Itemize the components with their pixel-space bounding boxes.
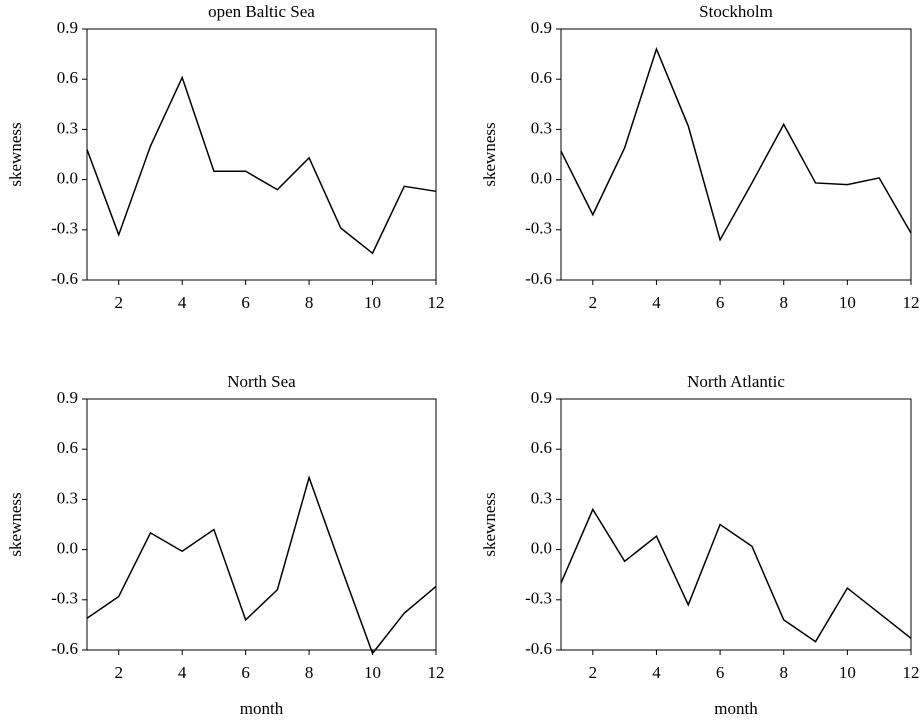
x-tick-label: 2 bbox=[589, 663, 598, 682]
data-line bbox=[86, 475, 437, 655]
x-axis-label: month bbox=[240, 699, 284, 718]
data-line bbox=[560, 46, 912, 242]
y-tick-label: -0.6 bbox=[525, 639, 552, 658]
x-tick-label: 4 bbox=[652, 293, 661, 312]
y-axis-label: skewness bbox=[6, 122, 25, 186]
x-tick-label: 10 bbox=[364, 663, 381, 682]
x-tick-label: 12 bbox=[428, 293, 445, 312]
chart-title: open Baltic Sea bbox=[208, 2, 315, 21]
y-tick-label: 0.9 bbox=[531, 18, 552, 37]
x-tick-label: 6 bbox=[716, 663, 725, 682]
plot-frame bbox=[86, 28, 437, 281]
y-axis-label: skewness bbox=[480, 122, 499, 186]
y-tick-label: 0.0 bbox=[531, 539, 552, 558]
data-line bbox=[560, 507, 912, 643]
y-tick-label: -0.3 bbox=[525, 219, 552, 238]
x-tick-label: 4 bbox=[652, 663, 661, 682]
plot-frame bbox=[560, 398, 912, 651]
chart-title: North Atlantic bbox=[687, 372, 785, 391]
x-axis-label: month bbox=[714, 699, 758, 718]
y-tick-label: 0.9 bbox=[57, 18, 78, 37]
y-tick-label: -0.3 bbox=[525, 589, 552, 608]
y-tick-label: 0.6 bbox=[57, 68, 78, 87]
y-tick-label: 0.9 bbox=[57, 388, 78, 407]
y-tick-label: 0.6 bbox=[531, 438, 552, 457]
y-tick-label: -0.3 bbox=[51, 219, 78, 238]
x-tick-label: 2 bbox=[589, 293, 598, 312]
x-tick-label: 8 bbox=[305, 663, 314, 682]
y-tick-label: -0.6 bbox=[525, 269, 552, 288]
x-tick-label: 6 bbox=[716, 293, 725, 312]
y-tick-label: 0.3 bbox=[57, 118, 78, 137]
x-tick-label: 8 bbox=[779, 293, 788, 312]
y-tick-label: 0.3 bbox=[531, 488, 552, 507]
x-tick-label: 6 bbox=[241, 663, 250, 682]
x-tick-label: 12 bbox=[428, 663, 445, 682]
y-tick-label: 0.6 bbox=[531, 68, 552, 87]
data-line bbox=[86, 75, 437, 255]
y-tick-label: -0.6 bbox=[51, 639, 78, 658]
x-tick-label: 12 bbox=[903, 663, 920, 682]
x-tick-label: 6 bbox=[241, 293, 250, 312]
x-tick-label: 10 bbox=[839, 293, 856, 312]
x-tick-label: 10 bbox=[839, 663, 856, 682]
y-axis-label: skewness bbox=[480, 492, 499, 556]
y-tick-label: 0.6 bbox=[57, 438, 78, 457]
x-tick-label: 8 bbox=[779, 663, 788, 682]
plot-frame bbox=[560, 28, 912, 281]
plot-frame bbox=[86, 398, 437, 651]
chart-title: Stockholm bbox=[699, 2, 773, 21]
y-tick-label: 0.3 bbox=[531, 118, 552, 137]
y-tick-label: 0.0 bbox=[531, 169, 552, 188]
x-tick-label: 8 bbox=[305, 293, 314, 312]
x-tick-label: 2 bbox=[114, 293, 123, 312]
x-tick-label: 4 bbox=[178, 293, 187, 312]
y-tick-label: 0.0 bbox=[57, 169, 78, 188]
y-tick-label: 0.0 bbox=[57, 539, 78, 558]
y-axis-label: skewness bbox=[6, 492, 25, 556]
x-tick-label: 4 bbox=[178, 663, 187, 682]
y-tick-label: -0.6 bbox=[51, 269, 78, 288]
y-tick-label: 0.3 bbox=[57, 488, 78, 507]
x-tick-label: 10 bbox=[364, 293, 381, 312]
x-tick-label: 12 bbox=[903, 293, 920, 312]
x-tick-label: 2 bbox=[114, 663, 123, 682]
y-tick-label: -0.3 bbox=[51, 589, 78, 608]
chart-title: North Sea bbox=[227, 372, 296, 391]
y-tick-label: 0.9 bbox=[531, 388, 552, 407]
